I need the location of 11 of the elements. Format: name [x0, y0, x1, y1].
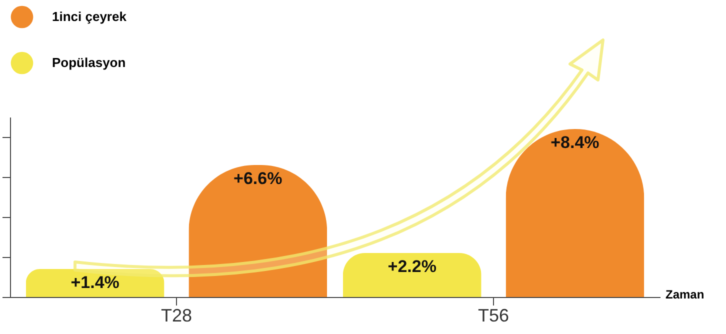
legend-label: Popülasyon [52, 55, 126, 70]
bar [342, 253, 482, 297]
x-tick-label: T28 [160, 306, 192, 326]
data-label: +1.4% [70, 273, 120, 292]
bar [26, 269, 164, 297]
data-label: +6.6% [234, 169, 282, 188]
x-tick-label: T56 [478, 306, 510, 326]
data-label: +2.2% [388, 257, 436, 276]
data-label: +8.4% [550, 133, 600, 152]
x-axis-title: Zaman [666, 288, 704, 302]
legend-label: 1inci çeyrek [52, 9, 128, 24]
